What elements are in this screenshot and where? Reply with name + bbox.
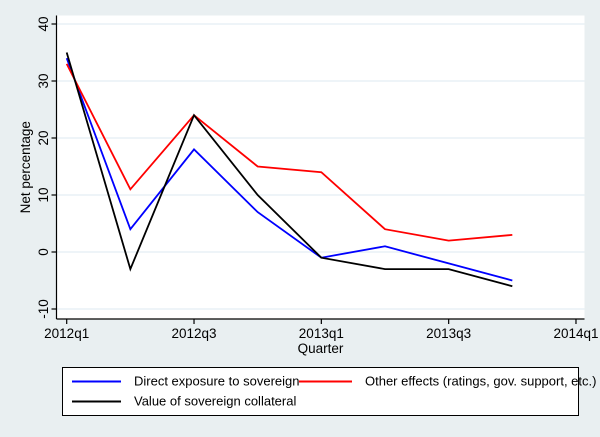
series-line-other-effects-ratings-gov-support-etc	[65, 63, 513, 242]
y-tick-label: 10	[36, 187, 51, 202]
x-axis-title: Quarter	[298, 341, 344, 356]
series-line-direct-exposure-to-sovereign	[65, 57, 513, 282]
y-tick-label: -10	[36, 299, 51, 319]
y-axis-title: Net percentage	[18, 121, 33, 213]
legend-line-sample-black	[72, 400, 121, 402]
x-tick-label: 2012q3	[171, 326, 216, 341]
x-tick-label: 2014q1	[553, 326, 598, 341]
legend-entry-sovereign-collateral: Value of sovereign collateral	[72, 394, 296, 409]
series-line-value-of-sovereign-collateral	[65, 52, 513, 288]
y-tick-label: 0	[36, 248, 51, 256]
y-tick-label: 20	[36, 130, 51, 145]
plot-area	[56, 15, 585, 319]
legend-line-sample-blue	[72, 380, 121, 382]
legend-label-sovereign-collateral: Value of sovereign collateral	[134, 393, 297, 409]
legend-line-sample-red	[299, 380, 352, 382]
x-tick-label: 2013q1	[299, 326, 344, 341]
legend-label-direct-exposure: Direct exposure to sovereign	[134, 373, 300, 389]
legend: Direct exposure to sovereign Other effec…	[62, 367, 596, 416]
legend-entry-other-effects: Other effects (ratings, gov. support, et…	[299, 374, 596, 389]
legend-entry-direct-exposure: Direct exposure to sovereign	[72, 374, 299, 389]
legend-label-other-effects: Other effects (ratings, gov. support, et…	[365, 373, 597, 389]
x-tick-label: 2012q1	[44, 326, 89, 341]
y-tick-label: 40	[36, 16, 51, 31]
y-tick-label: 30	[36, 73, 51, 88]
x-tick-label: 2013q3	[426, 326, 471, 341]
